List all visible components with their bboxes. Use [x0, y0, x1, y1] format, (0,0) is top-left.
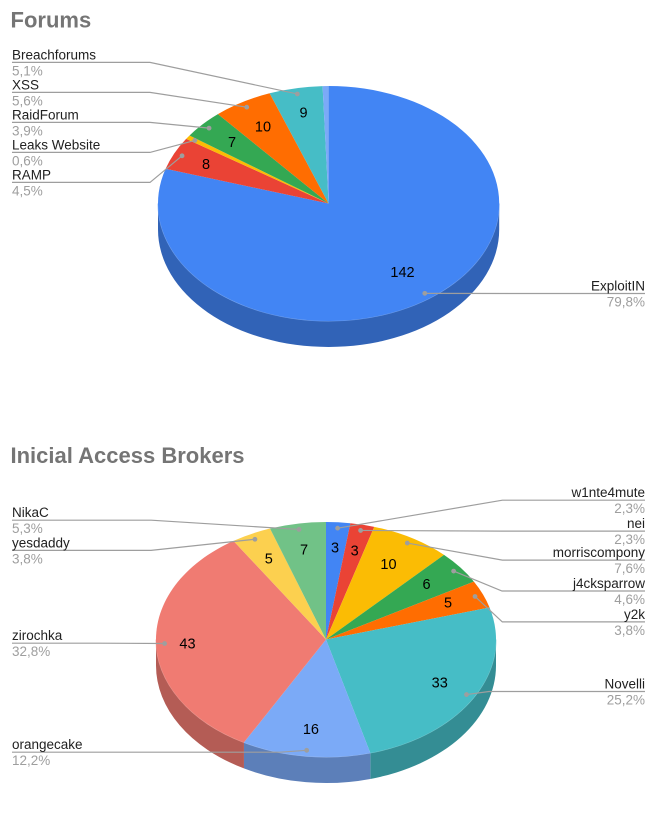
svg-text:NikaC: NikaC: [12, 505, 49, 520]
svg-text:9: 9: [299, 106, 307, 122]
svg-text:7: 7: [300, 542, 308, 558]
svg-text:yesdaddy: yesdaddy: [12, 535, 70, 550]
svg-text:16: 16: [303, 722, 319, 738]
svg-text:142: 142: [390, 265, 414, 281]
svg-text:10: 10: [255, 120, 271, 136]
svg-text:7,6%: 7,6%: [614, 561, 645, 576]
svg-text:3,8%: 3,8%: [614, 623, 645, 638]
svg-text:3,9%: 3,9%: [12, 123, 43, 138]
svg-text:0,6%: 0,6%: [12, 153, 43, 168]
svg-text:5: 5: [265, 552, 273, 568]
svg-text:5,1%: 5,1%: [12, 63, 43, 78]
svg-text:4,5%: 4,5%: [12, 183, 43, 198]
svg-text:2,3%: 2,3%: [614, 501, 645, 516]
svg-text:y2k: y2k: [624, 607, 645, 622]
svg-text:RaidForum: RaidForum: [12, 107, 79, 122]
svg-text:Forums: Forums: [11, 8, 92, 33]
svg-text:Novelli: Novelli: [604, 677, 645, 692]
svg-text:10: 10: [380, 557, 396, 573]
svg-text:XSS: XSS: [12, 77, 39, 92]
svg-text:nei: nei: [627, 516, 645, 531]
svg-text:12,2%: 12,2%: [12, 753, 50, 768]
svg-text:43: 43: [179, 637, 195, 653]
svg-text:RAMP: RAMP: [12, 167, 51, 182]
svg-text:morriscompony: morriscompony: [553, 545, 646, 560]
svg-text:32,8%: 32,8%: [12, 644, 50, 659]
svg-text:6: 6: [422, 577, 430, 593]
svg-text:5: 5: [444, 596, 452, 612]
svg-text:5,3%: 5,3%: [12, 521, 43, 536]
svg-text:Leaks Website: Leaks Website: [12, 137, 100, 152]
svg-text:orangecake: orangecake: [12, 737, 83, 752]
svg-text:3: 3: [331, 541, 339, 557]
svg-text:Breachforums: Breachforums: [12, 47, 96, 62]
svg-text:j4cksparrow: j4cksparrow: [572, 576, 645, 591]
svg-text:5,6%: 5,6%: [12, 93, 43, 108]
svg-text:79,8%: 79,8%: [607, 295, 645, 310]
svg-text:7: 7: [228, 135, 236, 151]
svg-text:Inicial Access Brokers: Inicial Access Brokers: [11, 443, 245, 468]
svg-text:33: 33: [432, 676, 448, 692]
svg-text:ExploitIN: ExploitIN: [591, 279, 645, 294]
svg-text:25,2%: 25,2%: [607, 693, 645, 708]
svg-text:zirochka: zirochka: [12, 628, 63, 643]
svg-text:4,6%: 4,6%: [614, 592, 645, 607]
svg-text:w1nte4mute: w1nte4mute: [570, 485, 645, 500]
svg-text:3,8%: 3,8%: [12, 551, 43, 566]
svg-text:3: 3: [351, 544, 359, 560]
svg-text:2,3%: 2,3%: [614, 532, 645, 547]
svg-text:8: 8: [202, 157, 210, 173]
